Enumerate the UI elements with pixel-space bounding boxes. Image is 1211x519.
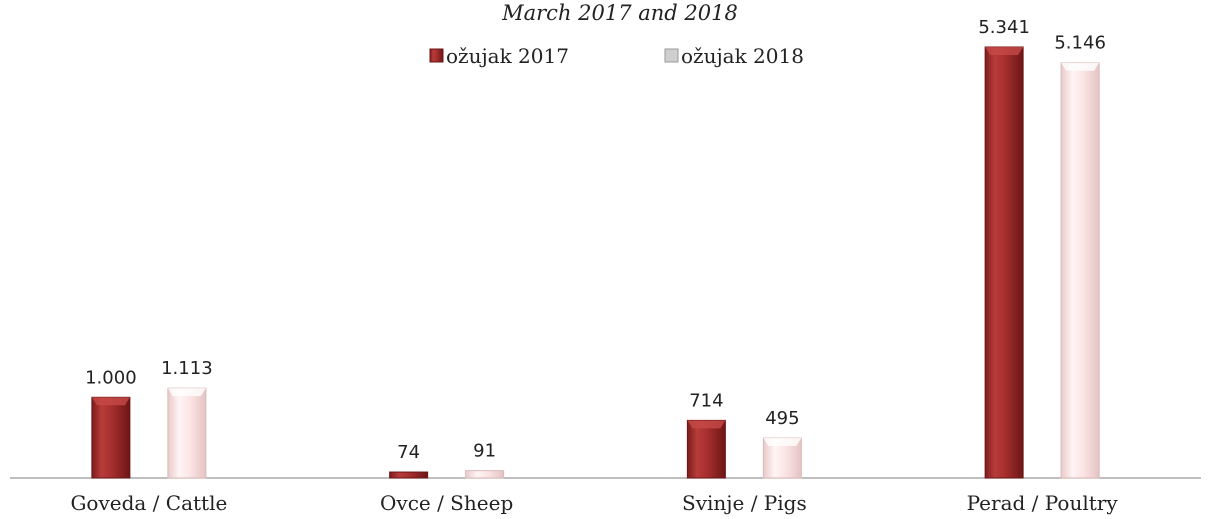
value-label-2018-0: 1.113	[161, 358, 213, 379]
bar-2018-3	[1060, 62, 1100, 479]
bar-bevel-2017-0	[91, 397, 130, 406]
category-label-0: Goveda / Cattle	[70, 491, 227, 515]
value-label-2017-0: 1.000	[85, 367, 137, 388]
value-labels-group: 1.000 1.113 74 91 714 495 5.341 5.146	[85, 17, 1106, 463]
category-label-1: Ovce / Sheep	[380, 491, 513, 515]
bar-2018-0	[167, 387, 207, 479]
category-label-2: Svinje / Pigs	[682, 491, 807, 515]
bar-bevel-2017-3	[985, 47, 1024, 55]
value-label-2018-1: 91	[473, 441, 496, 462]
bars-group	[91, 46, 1100, 479]
chart-title: March 2017 and 2018	[501, 1, 738, 25]
bar-bevel-2018-2	[763, 438, 802, 447]
bar-bevel-2018-0	[167, 388, 206, 397]
bar-bevel-2018-3	[1061, 62, 1100, 71]
value-label-2018-2: 495	[765, 408, 799, 429]
value-label-2017-1: 74	[397, 442, 420, 463]
legend-swatch-2017	[429, 48, 444, 63]
bar-bevel-2017-2	[687, 420, 726, 429]
bar-2017-0	[91, 396, 131, 479]
value-label-2017-3: 5.341	[978, 17, 1030, 38]
legend-label-2017: ožujak 2017	[446, 44, 569, 68]
legend: ožujak 2017 ožujak 2018	[429, 44, 804, 68]
legend-swatch-2018	[664, 48, 679, 63]
bar-2017-2	[686, 419, 726, 479]
bar-2017-3	[984, 46, 1024, 479]
value-label-2017-2: 714	[689, 390, 723, 411]
category-labels-group: Goveda / Cattle Ovce / Sheep Svinje / Pigs…	[70, 491, 1118, 515]
legend-label-2018: ožujak 2018	[681, 44, 804, 68]
bar-2017-1	[389, 471, 429, 479]
bar-2018-1	[465, 470, 505, 479]
category-label-3: Perad / Poultry	[967, 491, 1119, 515]
value-label-2018-3: 5.146	[1054, 33, 1106, 54]
